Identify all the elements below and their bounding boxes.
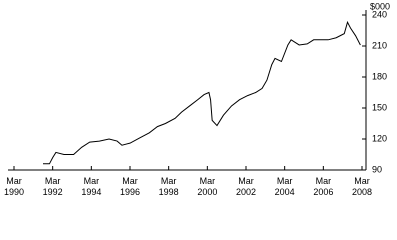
y-tick-label: 150 [372, 102, 387, 112]
x-tick-label: Mar 2000 [197, 176, 218, 197]
data-line [43, 20, 361, 165]
x-tick-label: Mar 1992 [42, 176, 63, 197]
y-tick-label: 120 [372, 133, 387, 143]
x-tick-label: Mar 2006 [313, 176, 334, 197]
x-tick-label: Mar 2002 [235, 176, 257, 197]
x-tick-label: Mar 1996 [119, 176, 141, 197]
x-tick-label: Mar 1990 [3, 176, 25, 197]
chart: $000 90 120 150 180 210 240 [8, 1, 390, 174]
y-tick-label: 210 [372, 40, 387, 50]
x-tick-label: Mar 2008 [351, 176, 373, 197]
y-tick-label: 180 [372, 71, 387, 81]
x-tick-label: Mar 2004 [274, 176, 295, 197]
y-tick-label: 90 [372, 164, 382, 174]
chart-container: $000 90 120 150 180 210 240 Mar 1990 Mar 1992 M… [3, 1, 390, 197]
x-tick-label: Mar 1998 [158, 176, 179, 197]
x-tick-label: Mar 1994 [81, 176, 102, 197]
y-tick-label: 240 [372, 9, 387, 19]
unit-label: $000 [370, 1, 390, 11]
